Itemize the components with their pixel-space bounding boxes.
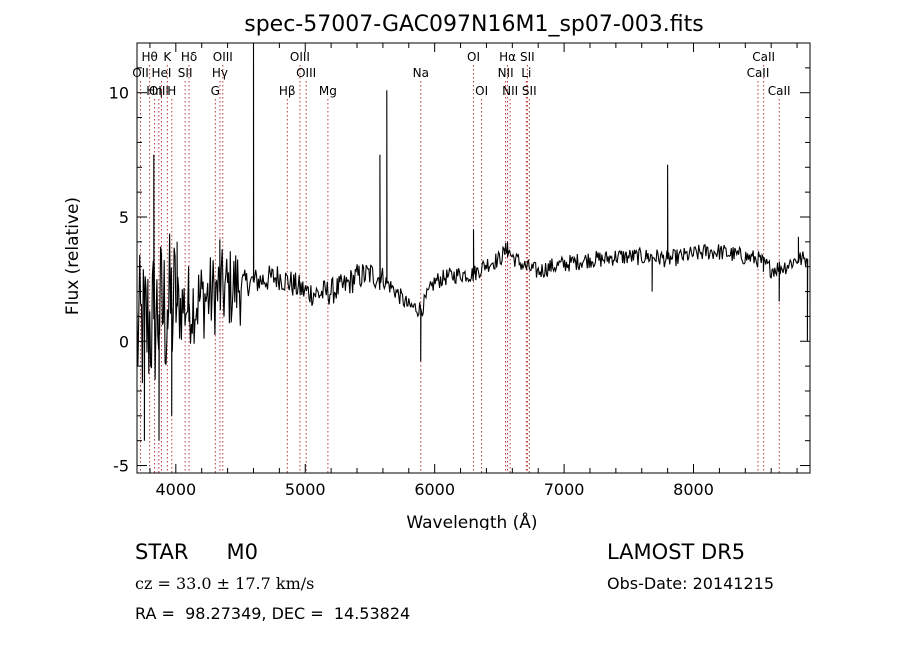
chart-title: spec-57007-GAC097N16M1_sp07-003.fits xyxy=(244,12,704,37)
spectrum-line xyxy=(136,42,809,441)
spectral-line-label: SII xyxy=(520,50,535,64)
x-tick-label: 6000 xyxy=(414,480,455,499)
spectral-line-label: Hη xyxy=(146,84,163,98)
x-tick-label: 5000 xyxy=(285,480,326,499)
spectral-line-label: OIII xyxy=(149,84,169,98)
x-tick-label: 7000 xyxy=(544,480,585,499)
subclass-label: M0 xyxy=(226,540,258,564)
spectral-line-label: Hθ xyxy=(141,50,157,64)
spectral-line-label: CaII xyxy=(747,66,770,80)
spectral-line-label: Hα xyxy=(499,50,516,64)
x-tick-label: 4000 xyxy=(155,480,196,499)
spectral-line-label: Hδ xyxy=(181,50,197,64)
spectrum-chart: spec-57007-GAC097N16M1_sp07-003.fits Hθ O… xyxy=(63,12,811,530)
spectral-line-label: OIII xyxy=(290,50,310,64)
x-tick-label: 8000 xyxy=(673,480,714,499)
plot-frame xyxy=(136,42,811,474)
spectral-line-label: CaII xyxy=(752,50,775,64)
x-axis-label: Wavelength (Å) xyxy=(406,511,537,530)
y-axis-label: Flux (relative) xyxy=(63,197,83,315)
spectral-line-label: OIII xyxy=(296,66,316,80)
redshift-cz: cz = 33.0 ± 17.7 km/s xyxy=(135,574,315,593)
spectral-line-label: SII xyxy=(178,66,193,80)
class-label: STAR xyxy=(135,540,189,564)
spectral-line-label: OI xyxy=(467,50,480,64)
y-tick-label: 0 xyxy=(119,332,129,351)
spectral-line-label: HeI xyxy=(151,66,171,80)
spectral-line-label: OI xyxy=(475,84,488,98)
y-tick-label: 10 xyxy=(109,84,129,103)
spectral-line-label: NII xyxy=(498,66,514,80)
spectral-line-label: Mg xyxy=(319,84,337,98)
spectral-line-label: OII xyxy=(132,66,149,80)
y-tick-label: -5 xyxy=(113,457,129,476)
obs-date: Obs-Date: 20141215 xyxy=(607,574,775,593)
y-tick-label: 5 xyxy=(119,208,129,227)
spectral-line-label: NII xyxy=(502,84,518,98)
object-class: STAR M0 xyxy=(135,540,258,564)
spectral-line-label: Li xyxy=(521,66,531,80)
spectral-line-label: Na xyxy=(413,66,429,80)
coordinates: RA = 98.27349, DEC = 14.53824 xyxy=(135,604,411,623)
spectral-line-label: Hβ xyxy=(279,84,296,98)
spectral-line-label: Hγ xyxy=(212,66,228,80)
spectral-line-label: G xyxy=(211,84,220,98)
axis-ticks: 4000 5000 6000 7000 8000 -5 0 5 10 xyxy=(109,43,810,499)
spectral-line-label: K xyxy=(163,50,172,64)
survey-label: LAMOST DR5 xyxy=(607,540,746,564)
spectral-line-label: OIII xyxy=(213,50,233,64)
spectral-line-label: H xyxy=(167,84,176,98)
spectral-line-label: CaII xyxy=(768,84,791,98)
spectral-line-label: SII xyxy=(522,84,537,98)
